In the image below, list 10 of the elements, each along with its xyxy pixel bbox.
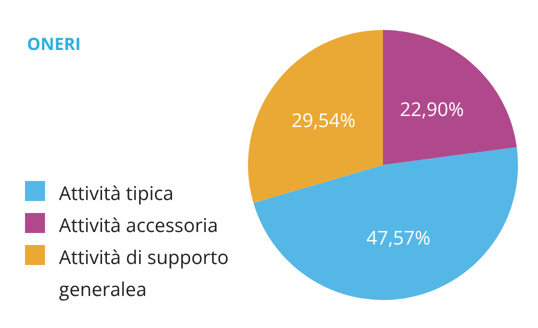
- data-label: 29,54%: [292, 107, 356, 134]
- data-label: 47,57%: [366, 224, 430, 250]
- legend-label: Attività tipica: [59, 180, 174, 206]
- pie-slice: [383, 30, 517, 165]
- chart-title: ONERI: [27, 32, 81, 55]
- legend-label: Attività di supporto generalea: [59, 244, 229, 302]
- pie-slice: [253, 147, 518, 300]
- legend-label: Attività accessoria: [59, 212, 218, 238]
- pie-slice: [248, 30, 383, 203]
- data-label: 22,90%: [400, 96, 464, 122]
